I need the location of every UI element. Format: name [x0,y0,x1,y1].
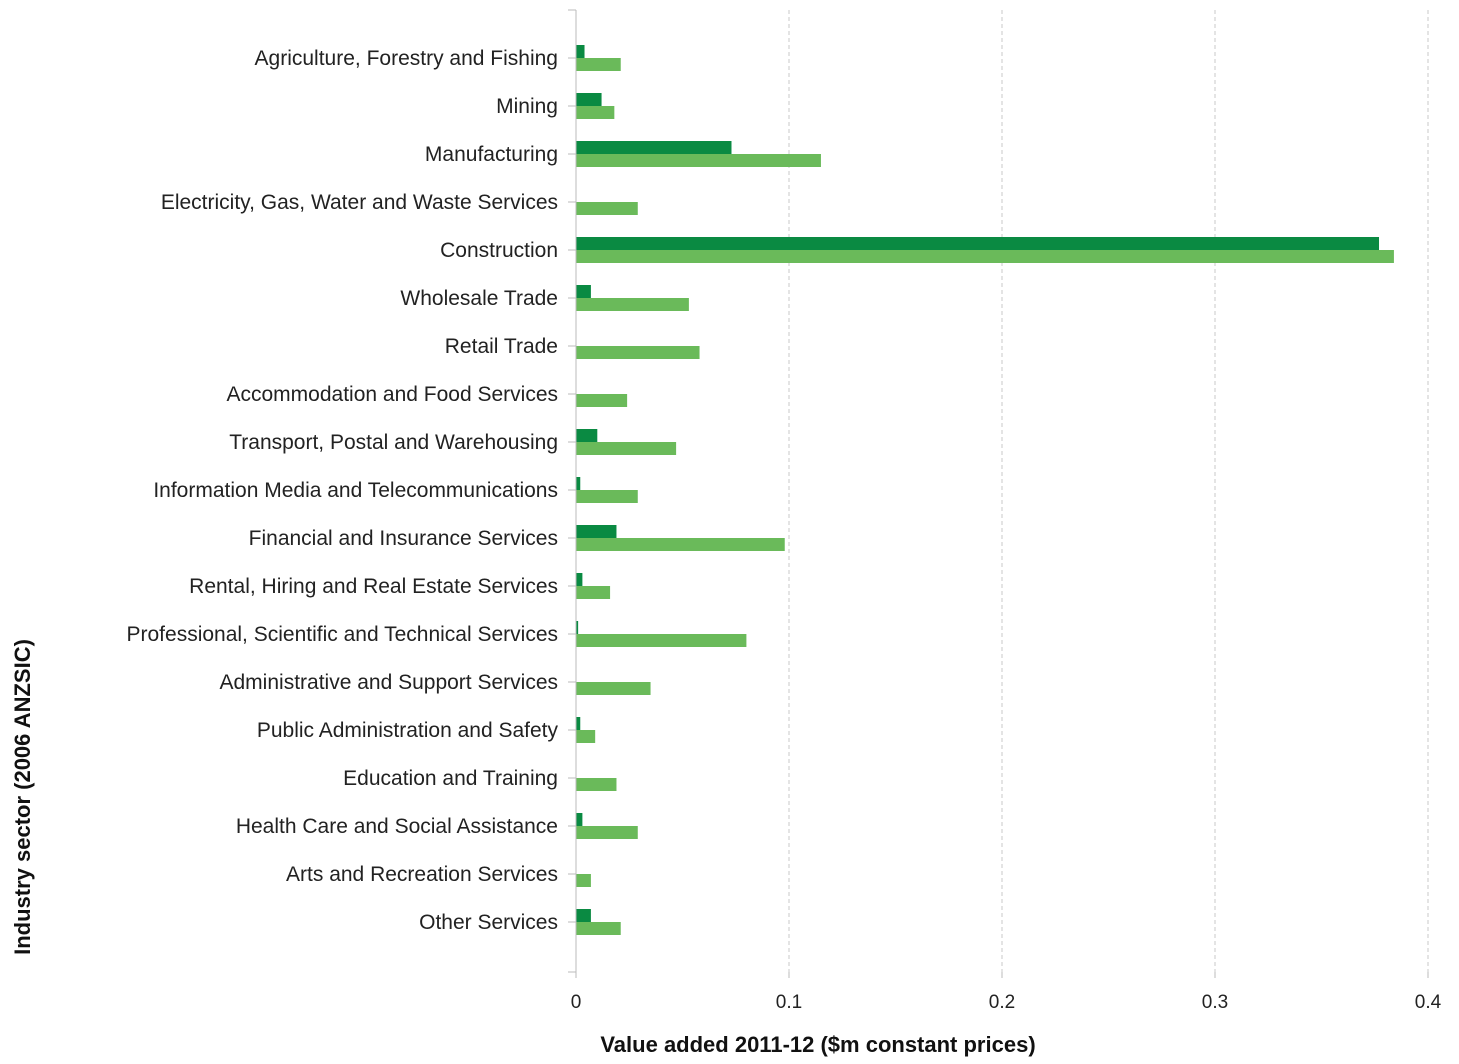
gridlines [788,10,1429,972]
bar-series-2 [576,394,628,407]
category-label: Wholesale Trade [400,287,558,310]
bar-series-2 [576,586,611,599]
x-tick-label: 0.3 [1202,992,1228,1013]
bar-series-1 [576,525,617,538]
bar-series-2 [576,826,638,839]
category-label: Administrative and Support Services [220,671,559,694]
bar-series-1 [576,237,1380,250]
bar-series-2 [576,298,689,311]
category-label: Financial and Insurance Services [249,527,558,550]
bar-series-2 [576,730,596,743]
bar-series-1 [576,477,581,490]
category-label: Transport, Postal and Warehousing [229,431,558,454]
bar-series-2 [576,922,621,935]
category-label: Electricity, Gas, Water and Waste Servic… [161,191,558,214]
category-label: Other Services [419,911,558,934]
category-label: Rental, Hiring and Real Estate Services [189,575,558,598]
x-tick-label: 0.4 [1415,992,1442,1013]
category-label: Construction [440,239,558,262]
category-labels: Agriculture, Forestry and Fishing Mining M… [127,47,559,934]
bar-series-1 [576,717,581,730]
category-label: Mining [496,95,558,118]
category-label: Accommodation and Food Services [227,383,559,406]
bar-series-2 [576,490,638,503]
category-label: Education and Training [343,767,558,790]
x-tick-label: 0.1 [776,992,802,1013]
bar-series-2 [576,538,785,551]
category-label: Agriculture, Forestry and Fishing [255,47,558,70]
bar-series-1 [576,813,583,826]
axes: 0 0.1 0.2 0.3 0.4 [568,9,1442,1013]
category-label: Manufacturing [425,143,558,166]
bar-series-2 [576,682,651,695]
bar-series-1 [576,573,583,586]
bar-series-1 [576,285,591,298]
bar-series-2 [576,874,591,887]
category-label: Information Media and Telecommunications [153,479,558,502]
x-axis-title: Value added 2011-12 ($m constant prices) [600,1032,1035,1057]
bars [576,45,1394,935]
category-label: Health Care and Social Assistance [236,815,558,838]
bar-series-1 [576,621,579,634]
bar-series-2 [576,58,621,71]
bar-series-1 [576,93,602,106]
bar-series-1 [576,429,598,442]
category-label: Arts and Recreation Services [286,863,558,886]
category-label: Public Administration and Safety [257,719,559,742]
y-axis-title: Industry sector (2006 ANZSIC) [10,639,35,955]
bar-series-1 [576,45,585,58]
bar-series-1 [576,909,591,922]
bar-series-1 [576,141,732,154]
x-tick-label: 0 [571,992,582,1013]
bar-series-2 [576,250,1394,263]
bar-series-2 [576,634,747,647]
category-label: Professional, Scientific and Technical S… [127,623,559,646]
x-tick-label: 0.2 [989,992,1015,1013]
bar-series-2 [576,106,615,119]
bar-series-2 [576,154,821,167]
bar-series-2 [576,778,617,791]
bar-series-2 [576,202,638,215]
category-label: Retail Trade [445,335,558,358]
bar-series-2 [576,442,677,455]
bar-series-2 [576,346,700,359]
